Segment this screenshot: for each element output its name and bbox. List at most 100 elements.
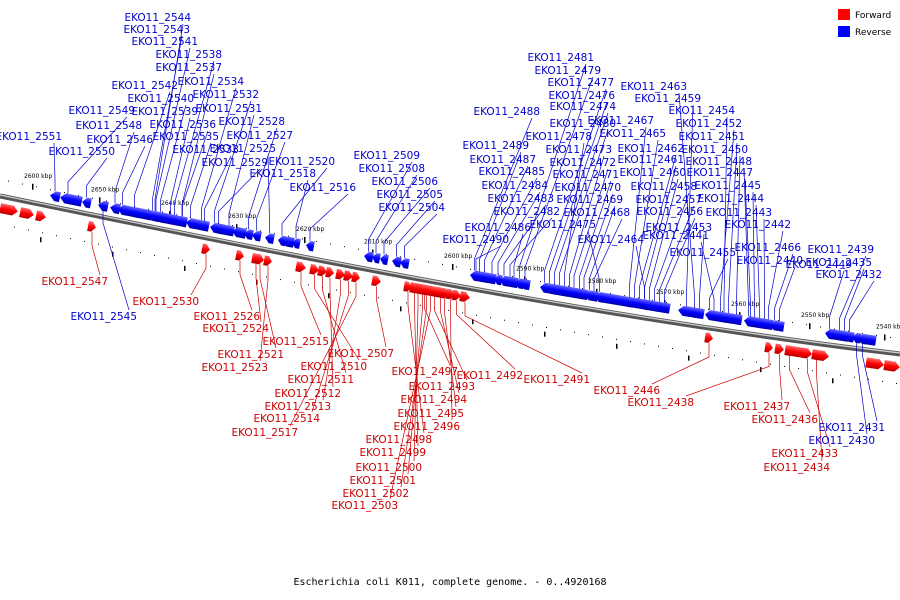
forward-gene-EKO11_2514 bbox=[343, 270, 353, 281]
scale-tick-mark bbox=[400, 306, 402, 312]
connector-EKO11_2443 bbox=[763, 218, 765, 319]
scale-dot bbox=[84, 240, 85, 242]
scale-dot bbox=[266, 276, 267, 278]
reverse-gene-EKO11_2506 bbox=[380, 254, 389, 266]
reverse-gene-extra-rev-11 bbox=[640, 299, 671, 314]
gene-label-EKO11_2484: EKO11_2484 bbox=[481, 180, 548, 192]
gene-label-EKO11_2446: EKO11_2446 bbox=[593, 385, 660, 397]
gene-label-EKO11_2486: EKO11_2486 bbox=[464, 222, 531, 234]
scale-dot bbox=[302, 238, 303, 240]
scale-dot bbox=[70, 238, 71, 240]
legend-forward-label: Forward bbox=[855, 11, 891, 21]
gene-label-EKO11_2460: EKO11_2460 bbox=[619, 167, 686, 179]
gene-label-EKO11_2471: EKO11_2471 bbox=[552, 169, 619, 181]
gene-label-EKO11_2443: EKO11_2443 bbox=[705, 207, 772, 219]
connector-EKO11_2506 bbox=[383, 187, 431, 255]
connector-EKO11_2533 bbox=[204, 155, 232, 221]
gene-label-EKO11_2521: EKO11_2521 bbox=[217, 349, 284, 361]
gene-label-EKO11_2545: EKO11_2545 bbox=[70, 311, 137, 323]
gene-label-EKO11_2469: EKO11_2469 bbox=[556, 194, 623, 206]
scale-tick-label: 2630 kbp bbox=[228, 213, 256, 220]
scale-dot bbox=[316, 240, 317, 242]
reverse-gene-EKO11_2550 bbox=[82, 197, 92, 209]
connector-EKO11_2446 bbox=[651, 343, 710, 385]
gene-label-EKO11_2483: EKO11_2483 bbox=[487, 193, 554, 205]
scale-dot bbox=[8, 180, 9, 182]
forward-gene-EKO11_2512 bbox=[325, 266, 334, 278]
scale-tick-label: 2560 kbp bbox=[731, 301, 759, 308]
connector-EKO11_2449 bbox=[829, 270, 845, 329]
connector-EKO11_2514 bbox=[311, 280, 349, 413]
connector-EKO11_2516 bbox=[309, 193, 349, 241]
connector-EKO11_2441 bbox=[700, 241, 715, 311]
scale-tick-mark bbox=[809, 323, 811, 330]
scale-dot bbox=[602, 336, 603, 338]
connector-EKO11_2510 bbox=[314, 274, 360, 361]
scale-dot bbox=[232, 225, 233, 227]
gene-label-EKO11_2452: EKO11_2452 bbox=[675, 118, 742, 130]
connector-EKO11_2457 bbox=[659, 205, 695, 302]
scale-tick-mark bbox=[832, 378, 834, 384]
connector-EKO11_2489 bbox=[479, 151, 522, 272]
scale-dot bbox=[890, 336, 891, 338]
forward-gene-EKO11_2523 bbox=[263, 255, 272, 266]
scale-dot bbox=[666, 302, 667, 304]
scale-tick-mark bbox=[452, 263, 454, 270]
connector-EKO11_2494 bbox=[440, 297, 460, 394]
gene-label-EKO11_2518: EKO11_2518 bbox=[249, 168, 316, 180]
scale-dot bbox=[742, 359, 743, 361]
gene-label-EKO11_2492: EKO11_2492 bbox=[456, 370, 523, 382]
connector-EKO11_2478 bbox=[564, 142, 585, 287]
gene-label-EKO11_2512: EKO11_2512 bbox=[274, 388, 341, 400]
gene-label-EKO11_2474: EKO11_2474 bbox=[549, 101, 616, 113]
connector-EKO11_2465 bbox=[634, 139, 659, 298]
forward-gene-extra-fwd-4 bbox=[433, 286, 450, 299]
gene-label-EKO11_2485: EKO11_2485 bbox=[478, 166, 545, 178]
connector-EKO11_2524 bbox=[255, 263, 262, 323]
scale-dot bbox=[728, 357, 729, 359]
gene-label-EKO11_2440: EKO11_2440 bbox=[736, 255, 803, 267]
scale-dot bbox=[22, 183, 23, 185]
gene-label-EKO11_2513: EKO11_2513 bbox=[264, 401, 331, 413]
gene-label-EKO11_2550: EKO11_2550 bbox=[48, 146, 115, 158]
scale-tick-mark bbox=[236, 224, 238, 231]
reverse-gene-extra-rev-4 bbox=[214, 223, 233, 237]
connector-EKO11_2483 bbox=[503, 204, 547, 276]
scale-dot bbox=[168, 257, 169, 259]
connector-EKO11_2502 bbox=[400, 295, 427, 488]
gene-features bbox=[0, 191, 900, 372]
scale-dot bbox=[756, 361, 757, 363]
connector-EKO11_2479 bbox=[524, 76, 594, 280]
connector-EKO11_2487 bbox=[484, 165, 529, 273]
scale-tick-mark bbox=[884, 334, 886, 341]
scale-dot bbox=[28, 229, 29, 231]
gene-label-EKO11_2448: EKO11_2448 bbox=[685, 156, 752, 168]
scale-dot bbox=[784, 365, 785, 367]
gene-label-EKO11_2548: EKO11_2548 bbox=[75, 120, 142, 132]
scale-dot bbox=[308, 284, 309, 286]
scale-dot bbox=[778, 319, 779, 321]
connector-EKO11_2471 bbox=[579, 180, 612, 289]
connector-EKO11_2521 bbox=[259, 264, 277, 349]
connector-EKO11_2472 bbox=[573, 168, 609, 288]
connector-EKO11_2520 bbox=[281, 167, 328, 236]
gene-label-EKO11_2473: EKO11_2473 bbox=[545, 144, 612, 156]
scale-dot bbox=[546, 326, 547, 328]
gene-label-EKO11_2531: EKO11_2531 bbox=[195, 103, 262, 115]
scale-dot bbox=[476, 314, 477, 316]
scale-dot bbox=[834, 328, 835, 330]
scale-dot bbox=[792, 322, 793, 324]
connector-EKO11_2439 bbox=[839, 255, 867, 331]
scale-dot bbox=[98, 243, 99, 245]
gene-label-EKO11_2467: EKO11_2467 bbox=[587, 115, 654, 127]
connector-EKO11_2523 bbox=[259, 265, 269, 362]
connector-EKO11_2447 bbox=[744, 178, 751, 317]
connector-EKO11_2500 bbox=[413, 293, 419, 462]
connector-EKO11_2513 bbox=[322, 279, 341, 401]
connector-EKO11_2549 bbox=[67, 116, 128, 194]
gene-label-EKO11_2463: EKO11_2463 bbox=[620, 81, 687, 93]
gene-label-EKO11_2506: EKO11_2506 bbox=[371, 176, 438, 188]
scale-dot bbox=[560, 329, 561, 331]
scale-dot bbox=[378, 297, 379, 299]
scale-tick-mark bbox=[328, 293, 330, 299]
